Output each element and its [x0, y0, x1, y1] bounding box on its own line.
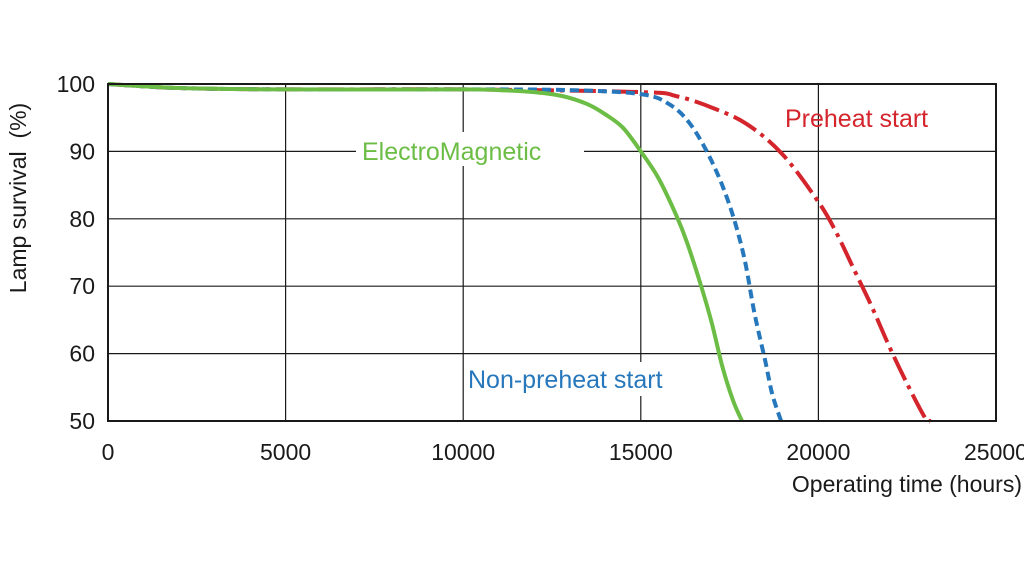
y-tick-label: 60	[69, 341, 95, 367]
series-label-preheat-start: Preheat start	[785, 105, 928, 133]
series-line-electromagnetic	[107, 82, 744, 422]
x-tick-label: 20000	[786, 439, 850, 465]
non-preheat-label-background	[464, 362, 712, 396]
x-tick-label: 10000	[431, 439, 495, 465]
y-tick-label: 100	[57, 71, 95, 97]
x-axis-label: Operating time (hours)	[792, 471, 1022, 497]
y-tick-label: 80	[69, 206, 95, 232]
series-label-non-preheat-start: Non-preheat start	[468, 366, 663, 394]
x-tick-label: 0	[102, 439, 115, 465]
x-tick-labels: 0 5000 10000 15000 20000 25000	[102, 439, 1024, 465]
y-tick-label: 50	[69, 408, 95, 434]
series-lines	[107, 82, 932, 424]
electromagnetic-label-background	[356, 132, 584, 166]
y-tick-label: 70	[69, 273, 95, 299]
series-label-electromagnetic: ElectroMagnetic	[362, 138, 541, 166]
y-tick-labels: 50 60 70 80 90 100	[57, 71, 95, 434]
x-tick-label: 15000	[609, 439, 673, 465]
plot-frame	[107, 83, 997, 422]
x-tick-label: 25000	[964, 439, 1024, 465]
series-labels: ElectroMagnetic Non-preheat start Prehea…	[356, 105, 928, 396]
x-tick-label: 5000	[260, 439, 311, 465]
y-tick-label: 90	[69, 138, 95, 164]
y-axis-label: Lamp survival (%)	[5, 103, 31, 293]
